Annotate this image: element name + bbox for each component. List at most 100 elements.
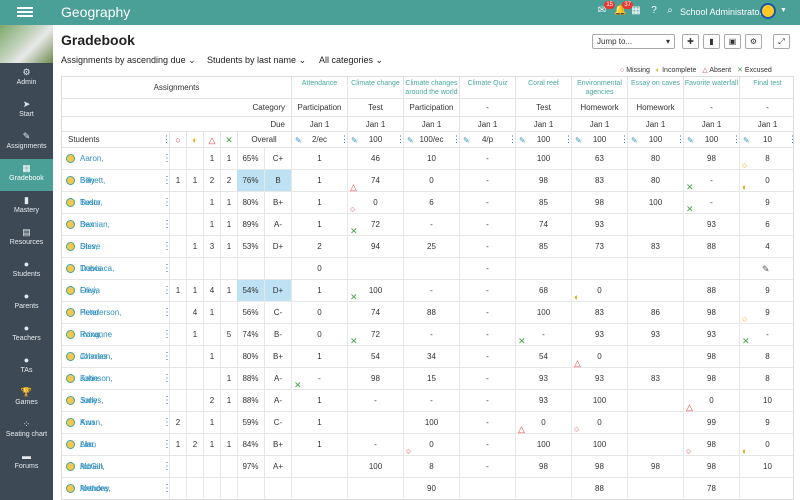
pencil-icon[interactable]: ✎ [762, 264, 770, 274]
score-cell[interactable]: 0 [740, 170, 793, 192]
assignment-name-7[interactable]: Favorite waterfall [684, 77, 740, 99]
score-cell[interactable]: - [404, 324, 460, 346]
user-avatar[interactable] [760, 3, 776, 19]
score-cell[interactable]: 15 [404, 368, 460, 390]
sidebar-item-tas[interactable]: ● TAs [0, 351, 53, 383]
score-cell[interactable]: 10 [404, 148, 460, 170]
score-cell[interactable]: - [460, 148, 516, 170]
score-cell[interactable]: 100 [516, 148, 572, 170]
student-name[interactable]: Irving, Charles [80, 330, 108, 361]
student-name[interactable]: Mendes, Lois [80, 484, 111, 493]
student-menu-icon[interactable]: ⋮ [162, 329, 172, 340]
score-cell[interactable]: 88 [404, 302, 460, 324]
calendar-icon[interactable]: ▦ [631, 5, 641, 16]
score-cell[interactable] [292, 478, 348, 499]
score-cell[interactable]: 0 [292, 302, 348, 324]
help-icon[interactable]: ? [651, 5, 657, 16]
score-cell[interactable]: 88 [684, 236, 740, 258]
student-name[interactable]: Johnson, Sally [80, 374, 113, 405]
student-name[interactable]: Aaron, Billy [80, 154, 104, 185]
score-cell[interactable]: 100 [348, 456, 404, 478]
score-cell[interactable]: - [684, 170, 740, 192]
assignment-menu-icon[interactable]: ⋮ [564, 134, 573, 144]
assignment-menu-icon[interactable]: ⋮ [396, 134, 405, 144]
student-menu-icon[interactable]: ⋮ [162, 197, 172, 208]
assignment-menu-icon[interactable]: ⋮ [676, 134, 685, 144]
chevron-down-icon[interactable]: ▼ [780, 7, 787, 14]
score-cell[interactable]: - [460, 170, 516, 192]
score-cell[interactable]: - [460, 456, 516, 478]
score-cell[interactable] [404, 258, 460, 280]
score-cell[interactable]: 80 [628, 170, 684, 192]
score-cell[interactable]: 98 [572, 456, 628, 478]
assignment-name-0[interactable]: Attendance [292, 77, 348, 99]
score-cell[interactable] [684, 258, 740, 280]
score-cell[interactable]: 88 [684, 280, 740, 302]
student-name[interactable]: Johnson, Katie [80, 352, 113, 383]
user-name[interactable]: School Administrator [680, 7, 763, 17]
score-cell[interactable]: 74 [348, 302, 404, 324]
score-cell[interactable]: 98 [348, 368, 404, 390]
score-cell[interactable]: 83 [628, 368, 684, 390]
score-cell[interactable]: 0 [572, 346, 628, 368]
score-cell[interactable]: 54 [348, 346, 404, 368]
score-cell[interactable]: 86 [628, 302, 684, 324]
assignment-name-4[interactable]: Coral reef [516, 77, 572, 99]
search-icon[interactable]: ⌕ [667, 5, 673, 16]
score-cell[interactable]: 100 [348, 280, 404, 302]
score-cell[interactable]: 98 [684, 346, 740, 368]
score-cell[interactable] [572, 258, 628, 280]
score-cell[interactable] [628, 434, 684, 456]
score-cell[interactable]: - [404, 214, 460, 236]
score-cell[interactable]: 98 [516, 170, 572, 192]
student-menu-icon[interactable]: ⋮ [162, 307, 172, 318]
score-cell[interactable]: 94 [348, 236, 404, 258]
score-cell[interactable]: 1 [292, 148, 348, 170]
score-cell[interactable]: 93 [516, 390, 572, 412]
score-cell[interactable]: 93 [516, 368, 572, 390]
score-cell[interactable]: 1 [292, 280, 348, 302]
score-cell[interactable]: 90 [404, 478, 460, 499]
jump-to-select[interactable]: Jump to... ▾ [592, 34, 675, 49]
student-menu-icon[interactable]: ⋮ [162, 153, 172, 164]
score-cell[interactable]: 1 [292, 390, 348, 412]
sidebar-item-teachers[interactable]: ● Teachers [0, 319, 53, 351]
sidebar-item-forums[interactable]: ▬ Forums [0, 447, 53, 479]
student-name[interactable]: Frey, Peter [80, 286, 100, 317]
score-cell[interactable]: - [348, 434, 404, 456]
score-cell[interactable]: 100 [404, 412, 460, 434]
student-menu-icon[interactable]: ⋮ [162, 439, 172, 450]
student-name[interactable]: Jones, Ann [80, 396, 104, 427]
sidebar-item-admin[interactable]: ⚙ Admin [0, 63, 53, 95]
sidebar-item-games[interactable]: 🏆 Games [0, 383, 53, 415]
sidebar-item-parents[interactable]: ● Parents [0, 287, 53, 319]
score-cell[interactable]: 8 [740, 346, 793, 368]
score-cell[interactable]: 98 [684, 368, 740, 390]
score-cell[interactable]: 83 [572, 302, 628, 324]
score-cell[interactable]: - [460, 192, 516, 214]
students-menu-icon[interactable]: ⋮ [162, 134, 171, 144]
student-menu-icon[interactable]: ⋮ [162, 373, 172, 384]
score-cell[interactable]: 1 [292, 346, 348, 368]
student-menu-icon[interactable]: ⋮ [162, 461, 172, 472]
assignment-menu-icon[interactable]: ⋮ [508, 134, 517, 144]
score-cell[interactable] [292, 456, 348, 478]
student-menu-icon[interactable]: ⋮ [162, 219, 172, 230]
assignment-name-6[interactable]: Essay on caves [628, 77, 684, 99]
score-cell[interactable]: - [460, 346, 516, 368]
score-cell[interactable] [516, 258, 572, 280]
score-cell[interactable]: 83 [628, 236, 684, 258]
score-cell[interactable] [628, 390, 684, 412]
student-name[interactable]: Besto, Bex [80, 198, 103, 229]
student-menu-icon[interactable]: ⋮ [162, 417, 172, 428]
student-menu-icon[interactable]: ⋮ [162, 263, 172, 274]
score-cell[interactable] [348, 412, 404, 434]
score-cell[interactable]: 0 [572, 280, 628, 302]
student-menu-icon[interactable]: ⋮ [162, 395, 172, 406]
score-cell[interactable]: - [740, 324, 793, 346]
score-cell[interactable] [628, 478, 684, 499]
score-cell[interactable]: - [460, 302, 516, 324]
score-cell[interactable]: - [460, 236, 516, 258]
score-cell[interactable]: - [348, 390, 404, 412]
assignment-menu-icon[interactable]: ⋮ [732, 134, 741, 144]
